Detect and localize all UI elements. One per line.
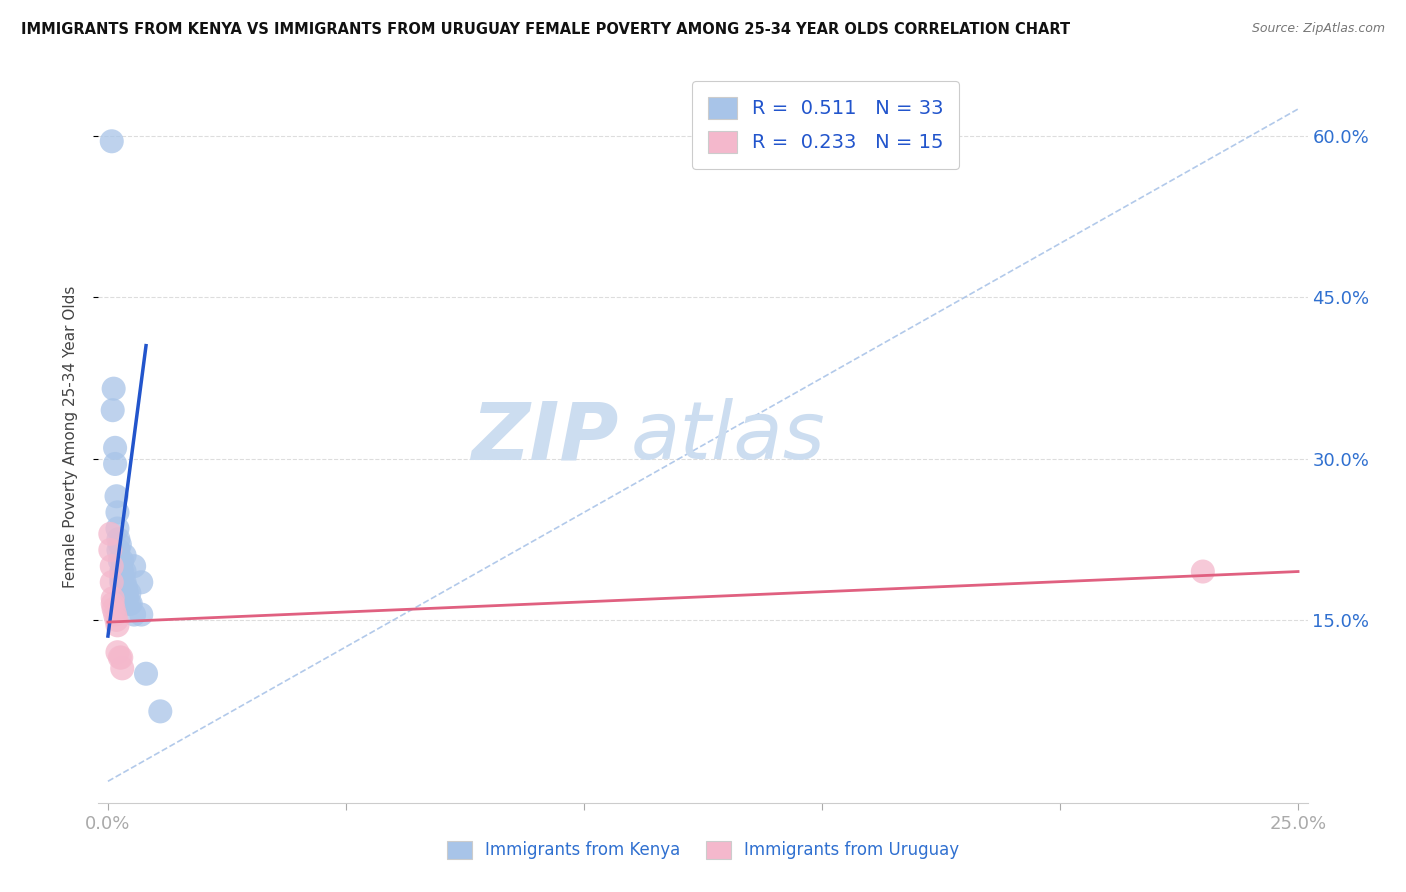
Text: ZIP: ZIP [471,398,619,476]
Point [100,575,122,590]
Point [103,602,125,616]
Point [149,705,172,719]
Point [108,554,131,568]
Point [100,134,122,148]
Point [107,533,129,547]
Point [104,607,127,622]
Point [101,597,124,611]
Point [107,618,129,632]
Text: atlas: atlas [630,398,825,476]
Point [120,597,142,611]
Point [110,575,132,590]
Point [122,607,145,622]
Point [110,565,132,579]
Point [100,559,122,574]
Point [111,661,134,675]
Point [105,613,128,627]
Point [115,581,138,595]
Point [107,505,129,519]
Point [98,543,121,558]
Point [104,441,127,455]
Point [104,457,127,471]
Text: IMMIGRANTS FROM KENYA VS IMMIGRANTS FROM URUGUAY FEMALE POVERTY AMONG 25-34 YEAR: IMMIGRANTS FROM KENYA VS IMMIGRANTS FROM… [21,22,1070,37]
Point [101,591,124,606]
Point [110,570,132,584]
Point [103,382,125,396]
Point [108,538,131,552]
Legend: Immigrants from Kenya, Immigrants from Uruguay: Immigrants from Kenya, Immigrants from U… [439,832,967,868]
Point [111,575,134,590]
Point [105,489,128,503]
Point [118,597,141,611]
Point [111,565,134,579]
Point [118,586,141,600]
Point [115,586,138,600]
Point [108,650,131,665]
Point [1192,565,1215,579]
Y-axis label: Female Poverty Among 25-34 Year Olds: Female Poverty Among 25-34 Year Olds [63,286,77,588]
Point [101,403,124,417]
Point [129,575,152,590]
Text: Source: ZipAtlas.com: Source: ZipAtlas.com [1251,22,1385,36]
Point [107,521,129,535]
Point [107,543,129,558]
Point [114,575,136,590]
Text: #ccddf0: #ccddf0 [703,436,709,437]
Point [110,650,132,665]
Point [135,666,157,681]
Point [98,527,121,541]
Point [115,597,138,611]
Point [111,554,134,568]
Point [114,549,136,563]
Point [129,607,152,622]
Point [114,565,136,579]
Point [107,645,129,659]
Point [122,559,145,574]
